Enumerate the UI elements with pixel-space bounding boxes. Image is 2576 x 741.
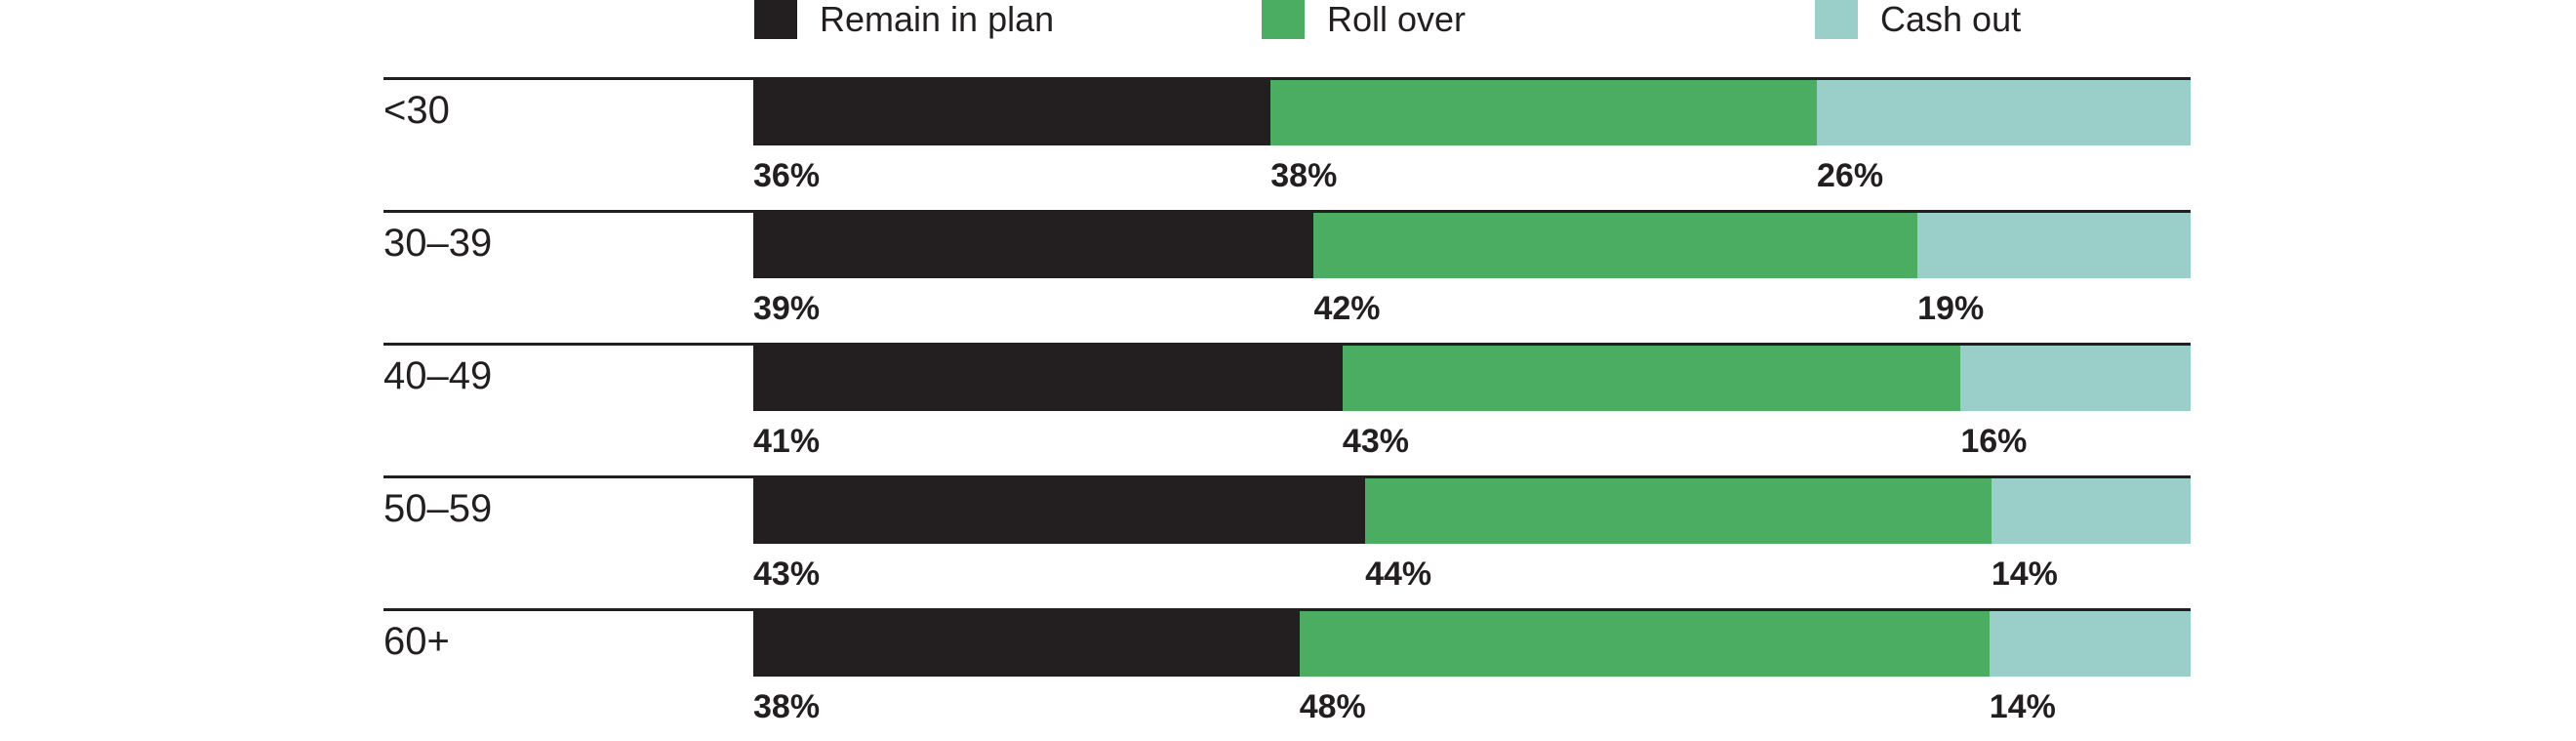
bar-segment-cash-out bbox=[1989, 611, 2191, 677]
chart-row: 50–59 43% 44% 14% bbox=[0, 475, 2576, 608]
stacked-bar bbox=[753, 478, 2191, 544]
legend-label: Cash out bbox=[1880, 0, 2022, 39]
row-rule bbox=[383, 608, 2191, 611]
row-rule bbox=[383, 343, 2191, 346]
category-label: 30–39 bbox=[383, 222, 493, 265]
bar-segment-cash-out bbox=[1960, 346, 2192, 411]
value-labels: 41% 43% 16% bbox=[753, 425, 2191, 458]
legend-swatch-cash-out bbox=[1815, 0, 1858, 39]
chart-row: 30–39 39% 42% 19% bbox=[0, 210, 2576, 343]
stacked-bar bbox=[753, 611, 2191, 677]
value-labels: 36% 38% 26% bbox=[753, 159, 2191, 192]
category-label: 60+ bbox=[383, 620, 450, 663]
category-label: 50–59 bbox=[383, 487, 493, 530]
stacked-bar bbox=[753, 213, 2191, 278]
category-label: <30 bbox=[383, 89, 450, 132]
chart-row: <30 36% 38% 26% bbox=[0, 77, 2576, 210]
bar-segment-roll-over bbox=[1313, 213, 1918, 278]
value-label: 14% bbox=[1989, 688, 2056, 725]
value-label: 44% bbox=[1365, 556, 1432, 593]
bar-segment-roll-over bbox=[1342, 346, 1961, 411]
bar-segment-remain-in-plan bbox=[753, 346, 1343, 411]
legend-item-roll-over: Roll over bbox=[1262, 0, 1466, 39]
value-label: 26% bbox=[1817, 157, 1884, 194]
value-labels: 38% 48% 14% bbox=[753, 690, 2191, 723]
value-labels: 39% 42% 19% bbox=[753, 292, 2191, 325]
value-label: 43% bbox=[753, 556, 821, 593]
value-labels: 43% 44% 14% bbox=[753, 557, 2191, 591]
value-label: 14% bbox=[1991, 556, 2058, 593]
value-label: 19% bbox=[1917, 290, 1985, 327]
row-rule bbox=[383, 210, 2191, 213]
bar-segment-roll-over bbox=[1365, 478, 1992, 544]
value-label: 38% bbox=[1270, 157, 1338, 194]
legend: Remain in plan Roll over Cash out bbox=[0, 0, 2576, 55]
value-label: 41% bbox=[753, 423, 821, 460]
chart-row: 40–49 41% 43% 16% bbox=[0, 343, 2576, 475]
value-label: 38% bbox=[753, 688, 821, 725]
legend-swatch-remain-in-plan bbox=[754, 0, 797, 39]
bar-segment-remain-in-plan bbox=[753, 478, 1366, 544]
legend-item-cash-out: Cash out bbox=[1815, 0, 2021, 39]
legend-label: Remain in plan bbox=[820, 0, 1055, 39]
row-rule bbox=[383, 475, 2191, 478]
value-label: 42% bbox=[1313, 290, 1381, 327]
bar-segment-cash-out bbox=[1991, 478, 2191, 544]
bar-segment-remain-in-plan bbox=[753, 80, 1271, 145]
bar-segment-remain-in-plan bbox=[753, 213, 1314, 278]
legend-swatch-roll-over bbox=[1262, 0, 1305, 39]
value-label: 43% bbox=[1342, 423, 1409, 460]
stacked-bar bbox=[753, 346, 2192, 411]
value-label: 36% bbox=[753, 157, 821, 194]
bar-segment-remain-in-plan bbox=[753, 611, 1300, 677]
chart-row: 60+ 38% 48% 14% bbox=[0, 608, 2576, 741]
stacked-bar-chart: Remain in plan Roll over Cash out <30 36%… bbox=[0, 0, 2576, 723]
stacked-bar bbox=[753, 80, 2191, 145]
value-label: 16% bbox=[1960, 423, 2028, 460]
legend-item-remain-in-plan: Remain in plan bbox=[754, 0, 1054, 39]
bar-segment-roll-over bbox=[1299, 611, 1990, 677]
bar-segment-cash-out bbox=[1917, 213, 2191, 278]
row-rule bbox=[383, 77, 2191, 80]
category-label: 40–49 bbox=[383, 354, 493, 397]
value-label: 39% bbox=[753, 290, 821, 327]
bar-segment-roll-over bbox=[1270, 80, 1818, 145]
value-label: 48% bbox=[1299, 688, 1366, 725]
bar-segment-cash-out bbox=[1817, 80, 2191, 145]
legend-label: Roll over bbox=[1327, 0, 1467, 39]
